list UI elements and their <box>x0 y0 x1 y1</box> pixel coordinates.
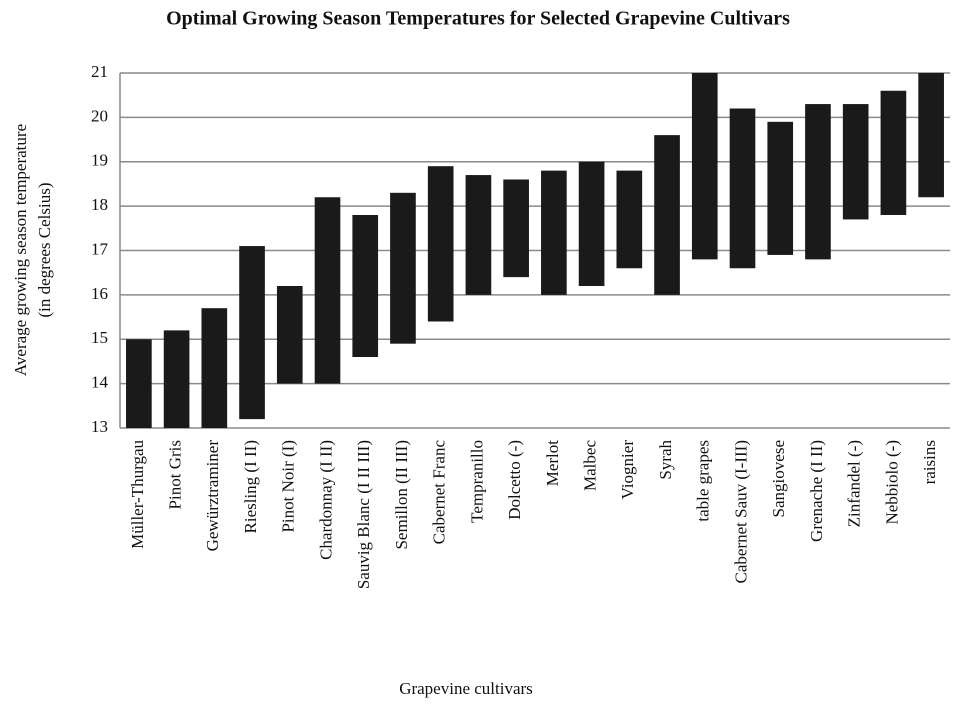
x-tick-label: Sauvig Blanc (I II III) <box>354 440 373 589</box>
x-tick-label: Merlot <box>543 440 562 487</box>
x-tick-label: Dolcetto (-) <box>505 440 524 520</box>
bar <box>842 104 869 220</box>
x-tick-label: Pinot Gris <box>165 440 184 509</box>
bar <box>163 330 190 428</box>
bar <box>352 215 379 357</box>
y-tick-label: 21 <box>91 62 108 81</box>
x-tick-label: Syrah <box>656 440 675 480</box>
bar <box>654 135 680 295</box>
bar <box>541 170 567 295</box>
x-tick-label: Grenache (I II) <box>807 440 826 542</box>
y-tick-label: 18 <box>91 195 108 214</box>
y-tick-label: 16 <box>91 284 108 303</box>
bar <box>201 308 228 428</box>
x-tick-label: Semillon (II III) <box>392 440 411 550</box>
y-tick-label: 17 <box>91 239 109 258</box>
bar <box>239 246 265 420</box>
bar <box>691 73 718 260</box>
bar <box>126 339 152 428</box>
y-axis-title: Average growing season temperature <box>11 124 30 376</box>
bar <box>390 192 416 344</box>
y-tick-label: 14 <box>91 373 109 392</box>
y-axis-title: (in degrees Celsius) <box>35 182 54 317</box>
bar <box>503 179 529 278</box>
x-tick-label: Viognier <box>618 440 637 500</box>
bar <box>276 286 303 384</box>
x-tick-label: Cabernet Sauv (I-III) <box>731 440 750 584</box>
chart-title: Optimal Growing Season Temperatures for … <box>166 8 790 30</box>
x-tick-label: Zinfandel (-) <box>845 440 864 527</box>
x-tick-label: raisins <box>920 440 939 484</box>
x-tick-label: Malbec <box>580 440 599 491</box>
x-tick-label: Gewürztraminer <box>203 440 222 552</box>
bar <box>578 161 605 286</box>
y-tick-label: 15 <box>91 328 108 347</box>
x-axis-title: Grapevine cultivars <box>399 679 533 698</box>
y-tick-label: 20 <box>91 106 108 125</box>
x-tick-label: Chardonnay (I II) <box>316 440 335 560</box>
bar <box>616 170 643 269</box>
x-tick-label: Pinot Noir (I) <box>279 440 298 533</box>
x-tick-label: Cabernet Franc <box>430 440 449 545</box>
x-tick-label: Tempranillo <box>467 440 486 523</box>
y-tick-label: 19 <box>91 151 108 170</box>
bar <box>880 90 907 215</box>
bar <box>767 121 794 255</box>
bar <box>427 166 454 322</box>
x-tick-label: Sangiovese <box>769 440 788 517</box>
bar <box>465 175 492 295</box>
x-tick-label: Riesling (I II) <box>241 440 260 533</box>
bar <box>729 108 756 269</box>
x-tick-label: Nebbiolo (-) <box>882 440 901 525</box>
bar <box>805 104 831 260</box>
x-tick-label: Müller-Thurgau <box>128 440 147 549</box>
bar <box>314 197 341 384</box>
x-tick-label: table grapes <box>694 440 713 522</box>
bar <box>918 73 944 198</box>
y-tick-label: 13 <box>91 417 108 436</box>
